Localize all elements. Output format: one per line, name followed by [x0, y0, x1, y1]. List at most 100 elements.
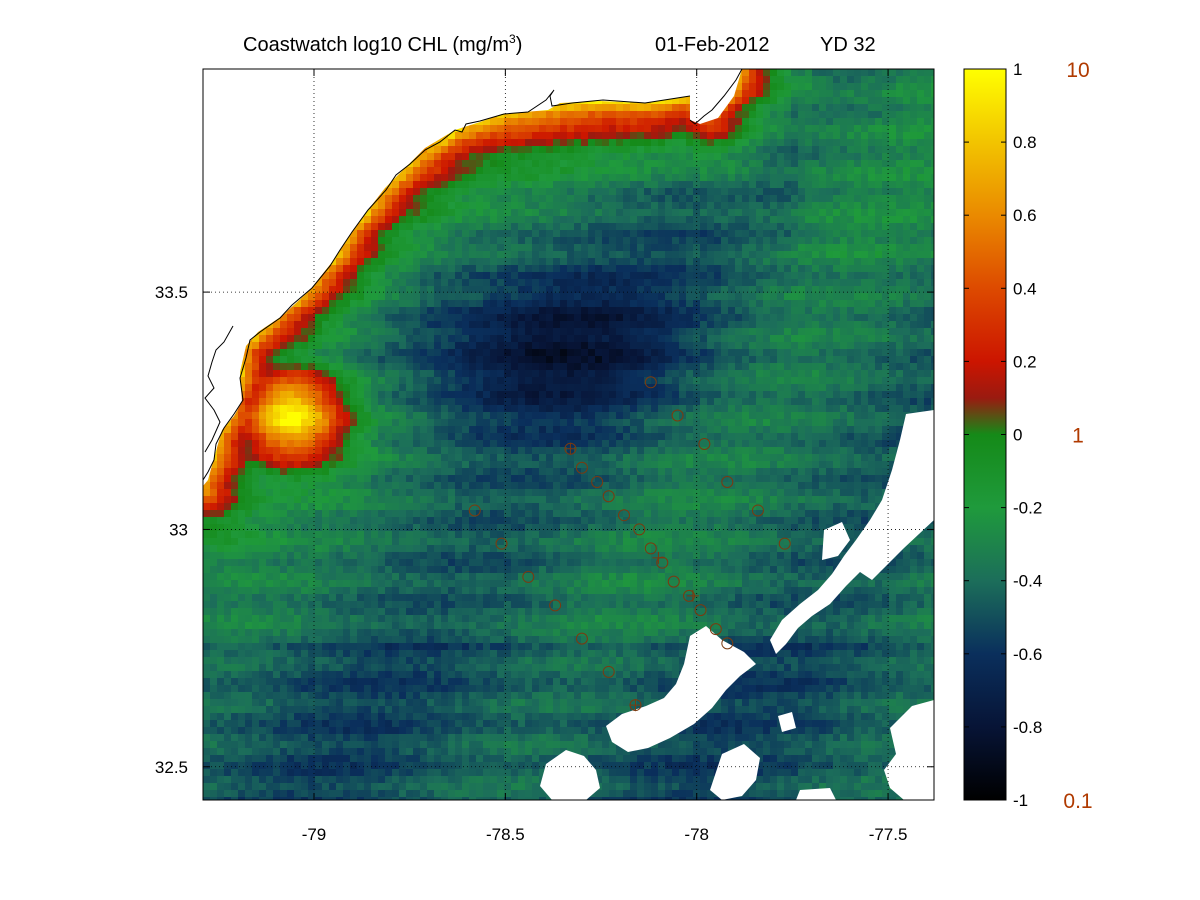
field-cell: [728, 328, 736, 336]
field-cell: [602, 258, 610, 266]
field-cell: [644, 391, 652, 399]
field-cell: [861, 384, 869, 392]
field-cell: [896, 132, 904, 140]
field-cell: [490, 174, 498, 182]
field-cell: [721, 377, 729, 385]
field-cell: [623, 216, 631, 224]
field-cell: [504, 181, 512, 189]
field-cell: [791, 146, 799, 154]
field-cell: [791, 363, 799, 371]
field-cell: [406, 293, 414, 301]
field-cell: [665, 181, 673, 189]
field-cell: [924, 300, 932, 308]
field-cell: [609, 125, 617, 133]
field-cell: [784, 363, 792, 371]
field-cell: [840, 174, 848, 182]
field-cell: [518, 377, 526, 385]
field-cell: [637, 300, 645, 308]
field-cell: [798, 97, 806, 105]
field-cell: [497, 258, 505, 266]
field-cell: [588, 363, 596, 371]
field-cell: [784, 104, 792, 112]
field-cell: [777, 321, 785, 329]
field-cell: [490, 286, 498, 294]
field-cell: [329, 349, 337, 357]
field-cell: [427, 146, 435, 154]
field-cell: [378, 223, 386, 231]
field-cell: [434, 209, 442, 217]
field-cell: [861, 363, 869, 371]
field-cell: [511, 321, 519, 329]
field-cell: [882, 146, 890, 154]
field-cell: [511, 349, 519, 357]
field-cell: [826, 335, 834, 343]
field-cell: [252, 363, 260, 371]
field-cell: [504, 300, 512, 308]
field-cell: [427, 195, 435, 203]
field-cell: [623, 300, 631, 308]
field-cell: [609, 195, 617, 203]
field-cell: [504, 328, 512, 336]
field-cell: [714, 370, 722, 378]
field-cell: [371, 300, 379, 308]
field-cell: [546, 230, 554, 238]
field-cell: [875, 132, 883, 140]
field-cell: [273, 370, 281, 378]
field-cell: [644, 104, 652, 112]
field-cell: [469, 174, 477, 182]
field-cell: [861, 244, 869, 252]
field-cell: [532, 300, 540, 308]
field-cell: [441, 167, 449, 175]
field-cell: [553, 286, 561, 294]
field-cell: [504, 188, 512, 196]
field-cell: [875, 286, 883, 294]
field-cell: [602, 300, 610, 308]
field-cell: [581, 370, 589, 378]
field-cell: [651, 370, 659, 378]
field-cell: [679, 111, 687, 119]
field-cell: [798, 328, 806, 336]
field-cell: [791, 223, 799, 231]
field-cell: [658, 188, 666, 196]
field-cell: [266, 356, 274, 364]
field-cell: [595, 188, 603, 196]
field-cell: [826, 90, 834, 98]
field-cell: [539, 111, 547, 119]
field-cell: [805, 69, 813, 77]
field-cell: [413, 391, 421, 399]
field-cell: [833, 69, 841, 77]
field-cell: [651, 244, 659, 252]
field-cell: [399, 265, 407, 273]
field-cell: [336, 307, 344, 315]
field-cell: [861, 286, 869, 294]
field-cell: [840, 125, 848, 133]
field-cell: [245, 363, 253, 371]
field-cell: [539, 377, 547, 385]
field-cell: [518, 356, 526, 364]
field-cell: [889, 188, 897, 196]
field-cell: [595, 181, 603, 189]
field-cell: [588, 216, 596, 224]
field-cell: [623, 132, 631, 140]
field-cell: [854, 370, 862, 378]
field-cell: [336, 335, 344, 343]
field-cell: [644, 314, 652, 322]
field-cell: [525, 293, 533, 301]
field-cell: [336, 349, 344, 357]
field-cell: [861, 314, 869, 322]
field-cell: [595, 132, 603, 140]
field-cell: [560, 195, 568, 203]
field-cell: [434, 349, 442, 357]
field-cell: [518, 153, 526, 161]
chart-yearday: YD 32: [820, 34, 876, 56]
field-cell: [623, 363, 631, 371]
field-cell: [490, 125, 498, 133]
field-cell: [721, 321, 729, 329]
field-cell: [644, 349, 652, 357]
field-cell: [686, 279, 694, 287]
field-cell: [756, 97, 764, 105]
field-cell: [322, 349, 330, 357]
field-cell: [777, 209, 785, 217]
field-cell: [924, 111, 932, 119]
field-cell: [434, 251, 442, 259]
